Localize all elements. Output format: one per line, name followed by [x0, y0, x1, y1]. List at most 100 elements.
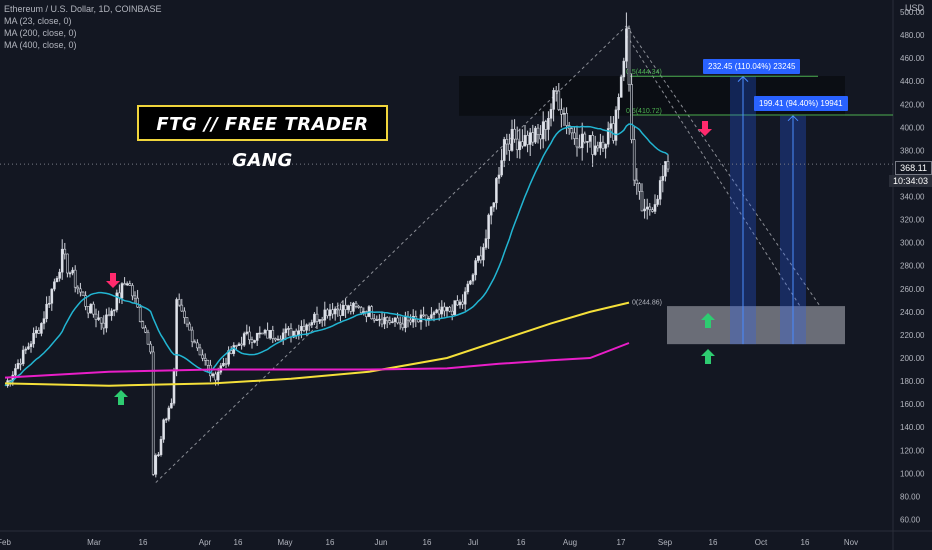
candle-body	[79, 288, 82, 293]
candle-body	[437, 309, 441, 315]
candle-body	[214, 373, 217, 381]
candle-body	[570, 128, 574, 134]
candle-body	[63, 248, 67, 255]
x-tick-label: Jul	[468, 538, 478, 547]
candle-body	[198, 347, 202, 356]
candle-body	[541, 121, 545, 140]
candle-body	[302, 326, 306, 331]
candle-body	[531, 132, 535, 143]
candle-body	[203, 357, 207, 361]
candle-body	[440, 306, 444, 315]
candle-body	[180, 304, 184, 312]
candle-body	[120, 283, 124, 299]
y-tick-label: 440.00	[900, 77, 925, 86]
candle-body	[554, 90, 558, 92]
candle-body	[346, 305, 350, 310]
y-tick-label: 120.00	[900, 446, 925, 455]
candle-body	[565, 112, 568, 126]
y-tick-label: 400.00	[900, 123, 925, 132]
candle-body	[172, 370, 176, 404]
candle-body	[151, 351, 155, 475]
currency-label: USD	[904, 3, 924, 13]
candle-body	[237, 343, 241, 346]
candle-body	[201, 354, 204, 359]
x-tick-label: Nov	[844, 538, 858, 547]
y-tick-label: 220.00	[900, 331, 925, 340]
candle-body	[591, 135, 594, 155]
candle-body	[279, 338, 282, 341]
candle-body	[344, 304, 347, 310]
candle-body	[396, 317, 399, 324]
buy-arrow-1	[114, 390, 128, 405]
candle-body	[86, 306, 90, 314]
candle-body	[375, 319, 379, 321]
x-tick-label: Oct	[755, 538, 768, 547]
candle-body	[144, 327, 147, 333]
candle-body	[315, 313, 319, 322]
candle-body	[510, 128, 514, 151]
candle-body	[60, 248, 64, 273]
candle-body	[24, 348, 28, 351]
x-tick-label: Aug	[563, 538, 577, 547]
candle-body	[328, 309, 332, 317]
candle-body	[536, 127, 540, 136]
candle-body	[250, 339, 254, 343]
candle-body	[331, 309, 334, 315]
buy-arrow-3	[701, 349, 715, 364]
candle-body	[102, 322, 106, 329]
candle-body	[419, 314, 423, 323]
sell-arrow-1	[106, 273, 120, 288]
candle-body	[21, 349, 25, 365]
candle-body	[487, 214, 490, 239]
candle-body	[84, 295, 87, 307]
candle-body	[266, 329, 269, 339]
x-tick-label: 16	[326, 538, 335, 547]
y-tick-label: 180.00	[900, 377, 925, 386]
candle-body	[92, 303, 95, 315]
candle-body	[53, 281, 56, 290]
candle-body	[365, 311, 368, 317]
candle-body	[289, 328, 293, 338]
candle-body	[164, 418, 168, 421]
candle-body	[372, 318, 376, 321]
candle-body	[255, 332, 259, 341]
candle-body	[305, 324, 308, 331]
x-tick-label: 16	[517, 538, 526, 547]
target-tag-2: 199.41 (94.40%) 19941	[754, 96, 848, 111]
y-tick-label: 140.00	[900, 423, 925, 432]
candle-body	[81, 291, 85, 296]
candle-body	[284, 328, 288, 334]
candle-body	[588, 135, 592, 142]
candle-body	[612, 123, 615, 141]
y-tick-label: 100.00	[900, 469, 925, 478]
candle-body	[573, 132, 576, 139]
candle-body	[27, 346, 30, 350]
candle-body	[505, 139, 509, 145]
candle-body	[445, 307, 449, 312]
candle-body	[508, 143, 511, 151]
candle-body	[235, 345, 238, 347]
candle-body	[666, 161, 670, 170]
candle-body	[432, 312, 436, 315]
candle-body	[388, 320, 392, 324]
candle-body	[29, 343, 33, 348]
candle-body	[476, 255, 480, 261]
candle-body	[105, 314, 108, 329]
candle-body	[32, 332, 35, 345]
candle-body	[435, 309, 438, 313]
x-tick-label: Jun	[375, 538, 388, 547]
candle-body	[630, 84, 633, 140]
candle-body	[562, 112, 566, 115]
y-tick-label: 480.00	[900, 31, 925, 40]
candle-body	[45, 303, 48, 319]
candle-body	[606, 128, 610, 145]
y-tick-label: 380.00	[900, 146, 925, 155]
candle-body	[188, 323, 191, 331]
legend-symbol: Ethereum / U.S. Dollar, 1D, COINBASE	[4, 4, 162, 14]
candle-body	[430, 314, 433, 319]
candle-body	[609, 123, 613, 129]
candle-body	[261, 332, 264, 335]
x-tick-label: Mar	[87, 538, 101, 547]
candle-body	[357, 305, 360, 308]
